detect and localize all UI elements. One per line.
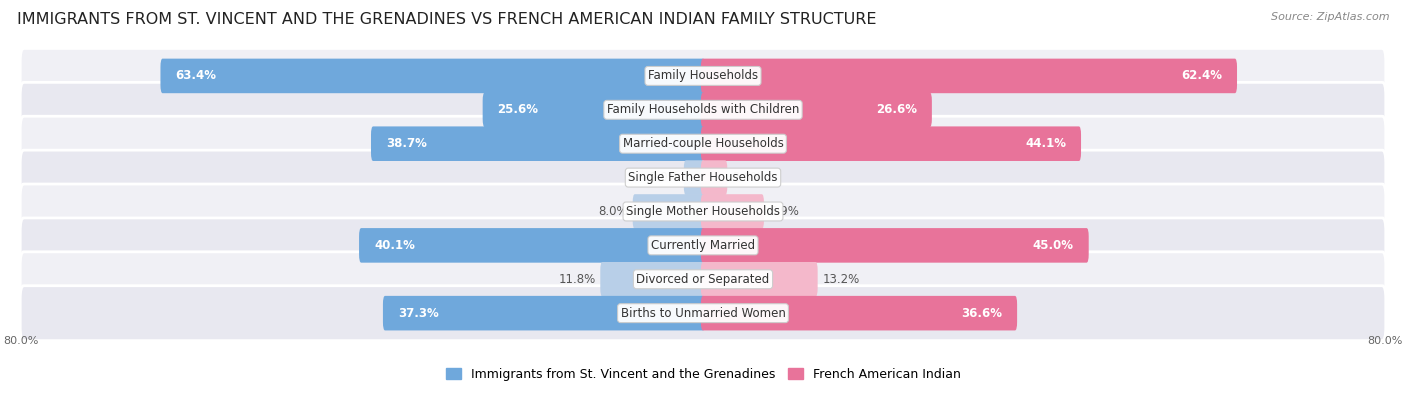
- Text: 38.7%: 38.7%: [385, 137, 427, 150]
- Text: Single Mother Households: Single Mother Households: [626, 205, 780, 218]
- FancyBboxPatch shape: [371, 126, 706, 161]
- FancyBboxPatch shape: [20, 150, 1386, 205]
- FancyBboxPatch shape: [700, 228, 1088, 263]
- Legend: Immigrants from St. Vincent and the Grenadines, French American Indian: Immigrants from St. Vincent and the Gren…: [440, 363, 966, 386]
- FancyBboxPatch shape: [20, 116, 1386, 171]
- Text: Family Households with Children: Family Households with Children: [607, 103, 799, 116]
- FancyBboxPatch shape: [700, 160, 727, 195]
- FancyBboxPatch shape: [20, 218, 1386, 273]
- Text: 6.9%: 6.9%: [769, 205, 799, 218]
- FancyBboxPatch shape: [700, 296, 1017, 331]
- FancyBboxPatch shape: [700, 262, 818, 297]
- Text: 45.0%: 45.0%: [1033, 239, 1074, 252]
- Text: 63.4%: 63.4%: [176, 70, 217, 83]
- Text: 2.6%: 2.6%: [733, 171, 762, 184]
- Text: Births to Unmarried Women: Births to Unmarried Women: [620, 307, 786, 320]
- Text: 62.4%: 62.4%: [1181, 70, 1222, 83]
- Text: Family Households: Family Households: [648, 70, 758, 83]
- Text: Source: ZipAtlas.com: Source: ZipAtlas.com: [1271, 12, 1389, 22]
- FancyBboxPatch shape: [359, 228, 706, 263]
- FancyBboxPatch shape: [20, 252, 1386, 307]
- FancyBboxPatch shape: [382, 296, 706, 331]
- FancyBboxPatch shape: [700, 194, 763, 229]
- FancyBboxPatch shape: [683, 160, 706, 195]
- Text: Married-couple Households: Married-couple Households: [623, 137, 783, 150]
- FancyBboxPatch shape: [600, 262, 706, 297]
- Text: 26.6%: 26.6%: [876, 103, 917, 116]
- Text: IMMIGRANTS FROM ST. VINCENT AND THE GRENADINES VS FRENCH AMERICAN INDIAN FAMILY : IMMIGRANTS FROM ST. VINCENT AND THE GREN…: [17, 12, 876, 27]
- Text: 13.2%: 13.2%: [823, 273, 859, 286]
- Text: 25.6%: 25.6%: [498, 103, 538, 116]
- FancyBboxPatch shape: [20, 184, 1386, 239]
- Text: 40.1%: 40.1%: [374, 239, 415, 252]
- Text: Divorced or Separated: Divorced or Separated: [637, 273, 769, 286]
- Text: 37.3%: 37.3%: [398, 307, 439, 320]
- FancyBboxPatch shape: [482, 92, 706, 127]
- FancyBboxPatch shape: [160, 58, 706, 93]
- Text: 36.6%: 36.6%: [962, 307, 1002, 320]
- FancyBboxPatch shape: [700, 126, 1081, 161]
- Text: 44.1%: 44.1%: [1025, 137, 1066, 150]
- FancyBboxPatch shape: [633, 194, 706, 229]
- FancyBboxPatch shape: [20, 286, 1386, 340]
- FancyBboxPatch shape: [20, 82, 1386, 137]
- Text: 11.8%: 11.8%: [558, 273, 596, 286]
- Text: Currently Married: Currently Married: [651, 239, 755, 252]
- Text: 2.0%: 2.0%: [650, 171, 679, 184]
- Text: Single Father Households: Single Father Households: [628, 171, 778, 184]
- FancyBboxPatch shape: [700, 58, 1237, 93]
- Text: 8.0%: 8.0%: [599, 205, 628, 218]
- FancyBboxPatch shape: [700, 92, 932, 127]
- FancyBboxPatch shape: [20, 49, 1386, 103]
